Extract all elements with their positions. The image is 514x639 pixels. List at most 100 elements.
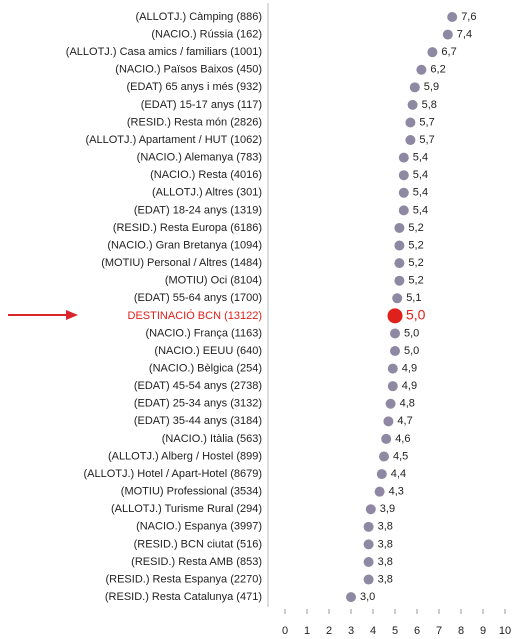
dot [392,293,403,304]
dot [363,574,374,585]
x-tick-label: 0 [282,625,288,637]
value-label: 5,1 [406,292,421,304]
category-label: (NACIO.) Resta (4016) [150,169,262,181]
x-tick-label: 10 [499,625,511,637]
value-label: 5,2 [408,257,423,269]
dot [442,29,453,40]
category-label: (EDAT) 15-17 anys (117) [141,99,262,111]
value-label: 3,9 [380,503,395,515]
category-label: (RESID.) BCN ciutat (516) [134,538,262,550]
dot [398,152,409,163]
category-label: (NACIO.) França (1163) [145,327,262,339]
category-label: (ALLOTJ.) Apartament / HUT (1062) [86,134,262,146]
value-label: 5,4 [413,187,428,199]
value-label: 5,7 [419,134,434,146]
dot [387,381,398,392]
category-label: (NACIO.) Gran Bretanya (1094) [107,239,262,251]
x-tick-label: 1 [304,625,310,637]
value-label: 3,8 [378,538,393,550]
category-label: (NACIO.) EEUU (640) [154,345,262,357]
dot [376,469,387,480]
dot [346,592,356,603]
category-label: DESTINACIÓ BCN (13122) [128,309,262,322]
category-label: (ALLOTJ.) Casa amics / familiars (1001) [66,46,262,58]
category-label: (ALLOTJ.) Alberg / Hostel (899) [108,450,262,462]
category-label: (EDAT) 55-64 anys (1700) [134,292,262,304]
category-label: (NACIO.) Bèlgica (254) [149,363,262,375]
x-tick-label: 3 [348,625,354,637]
dot [398,170,409,181]
category-label: (NACIO.) Rússia (162) [151,28,262,40]
value-label: 4,6 [395,433,410,445]
x-tick-label: 4 [370,625,376,637]
dot [416,64,427,75]
dot [405,135,416,146]
value-label: 4,5 [393,450,408,462]
x-tick-label: 7 [436,625,442,637]
value-label: 5,0 [404,345,419,357]
dot [398,187,409,198]
dot [363,521,374,532]
dot [374,486,385,497]
category-label: (ALLOTJ.) Turisme Rural (294) [111,503,262,515]
value-label: 3,8 [378,521,393,533]
value-label: 5,4 [413,152,428,164]
category-label: (RESID.) Resta Catalunya (471) [105,591,262,603]
dot [409,82,420,93]
value-label: 5,9 [424,81,439,93]
dot [394,275,405,286]
value-label: 4,9 [402,363,417,375]
value-label: 7,4 [457,28,472,40]
category-label: (NACIO.) Alemanya (783) [137,152,262,164]
value-label: 5,2 [408,222,423,234]
value-label: 4,9 [402,380,417,392]
category-label: (MOTIU) Oci (8104) [165,275,262,287]
x-tick-label: 9 [480,625,486,637]
x-tick-label: 2 [326,625,332,637]
category-label: (NACIO.) Espanya (3997) [136,521,262,533]
category-label: (RESID.) Resta Europa (6186) [113,222,262,234]
value-label: 5,7 [419,116,434,128]
category-label: (EDAT) 65 anys i més (932) [126,81,262,93]
dot [387,363,398,374]
value-label: 5,0 [406,307,426,323]
dot [427,47,438,58]
dot [363,556,374,567]
dot [365,504,376,515]
dot [363,539,374,550]
dot [390,346,400,357]
category-label: (ALLOTJ.) Càmping (886) [135,11,262,23]
category-label: (EDAT) 45-54 anys (2738) [134,380,262,392]
category-label: (RESID.) Resta Espanya (2270) [105,573,262,585]
category-label: (MOTIU) Personal / Altres (1484) [101,257,262,269]
x-tick-label: 8 [458,625,464,637]
category-label: (MOTIU) Professional (3534) [121,486,262,498]
x-tick-label: 6 [414,625,420,637]
arrow-head [66,310,78,320]
value-label: 3,8 [378,573,393,585]
category-label: (ALLOTJ.) Hotel / Apart-Hotel (8679) [83,468,262,480]
dot [394,258,405,269]
value-label: 5,8 [422,99,437,111]
dot [394,222,405,233]
category-label: (EDAT) 25-34 anys (3132) [134,398,262,410]
x-tick-label: 5 [392,625,398,637]
dot [381,433,392,444]
value-label: 5,0 [404,327,419,339]
value-label: 5,4 [413,204,428,216]
value-label: 7,6 [461,11,476,23]
category-label: (NACIO.) Països Baixos (450) [115,64,262,76]
dot [379,451,389,462]
value-label: 4,7 [397,415,412,427]
value-label: 5,2 [408,275,423,287]
category-label: (RESID.) Resta món (2826) [127,116,262,128]
value-label: 4,4 [391,468,406,480]
dot [390,328,400,339]
value-label: 5,2 [408,239,423,251]
value-label: 3,8 [378,556,393,568]
value-label: 4,8 [400,398,415,410]
category-label: (EDAT) 18-24 anys (1319) [134,204,262,216]
category-label: (NACIO.) Itàlia (563) [162,433,262,445]
category-label: (EDAT) 35-44 anys (3184) [134,415,262,427]
